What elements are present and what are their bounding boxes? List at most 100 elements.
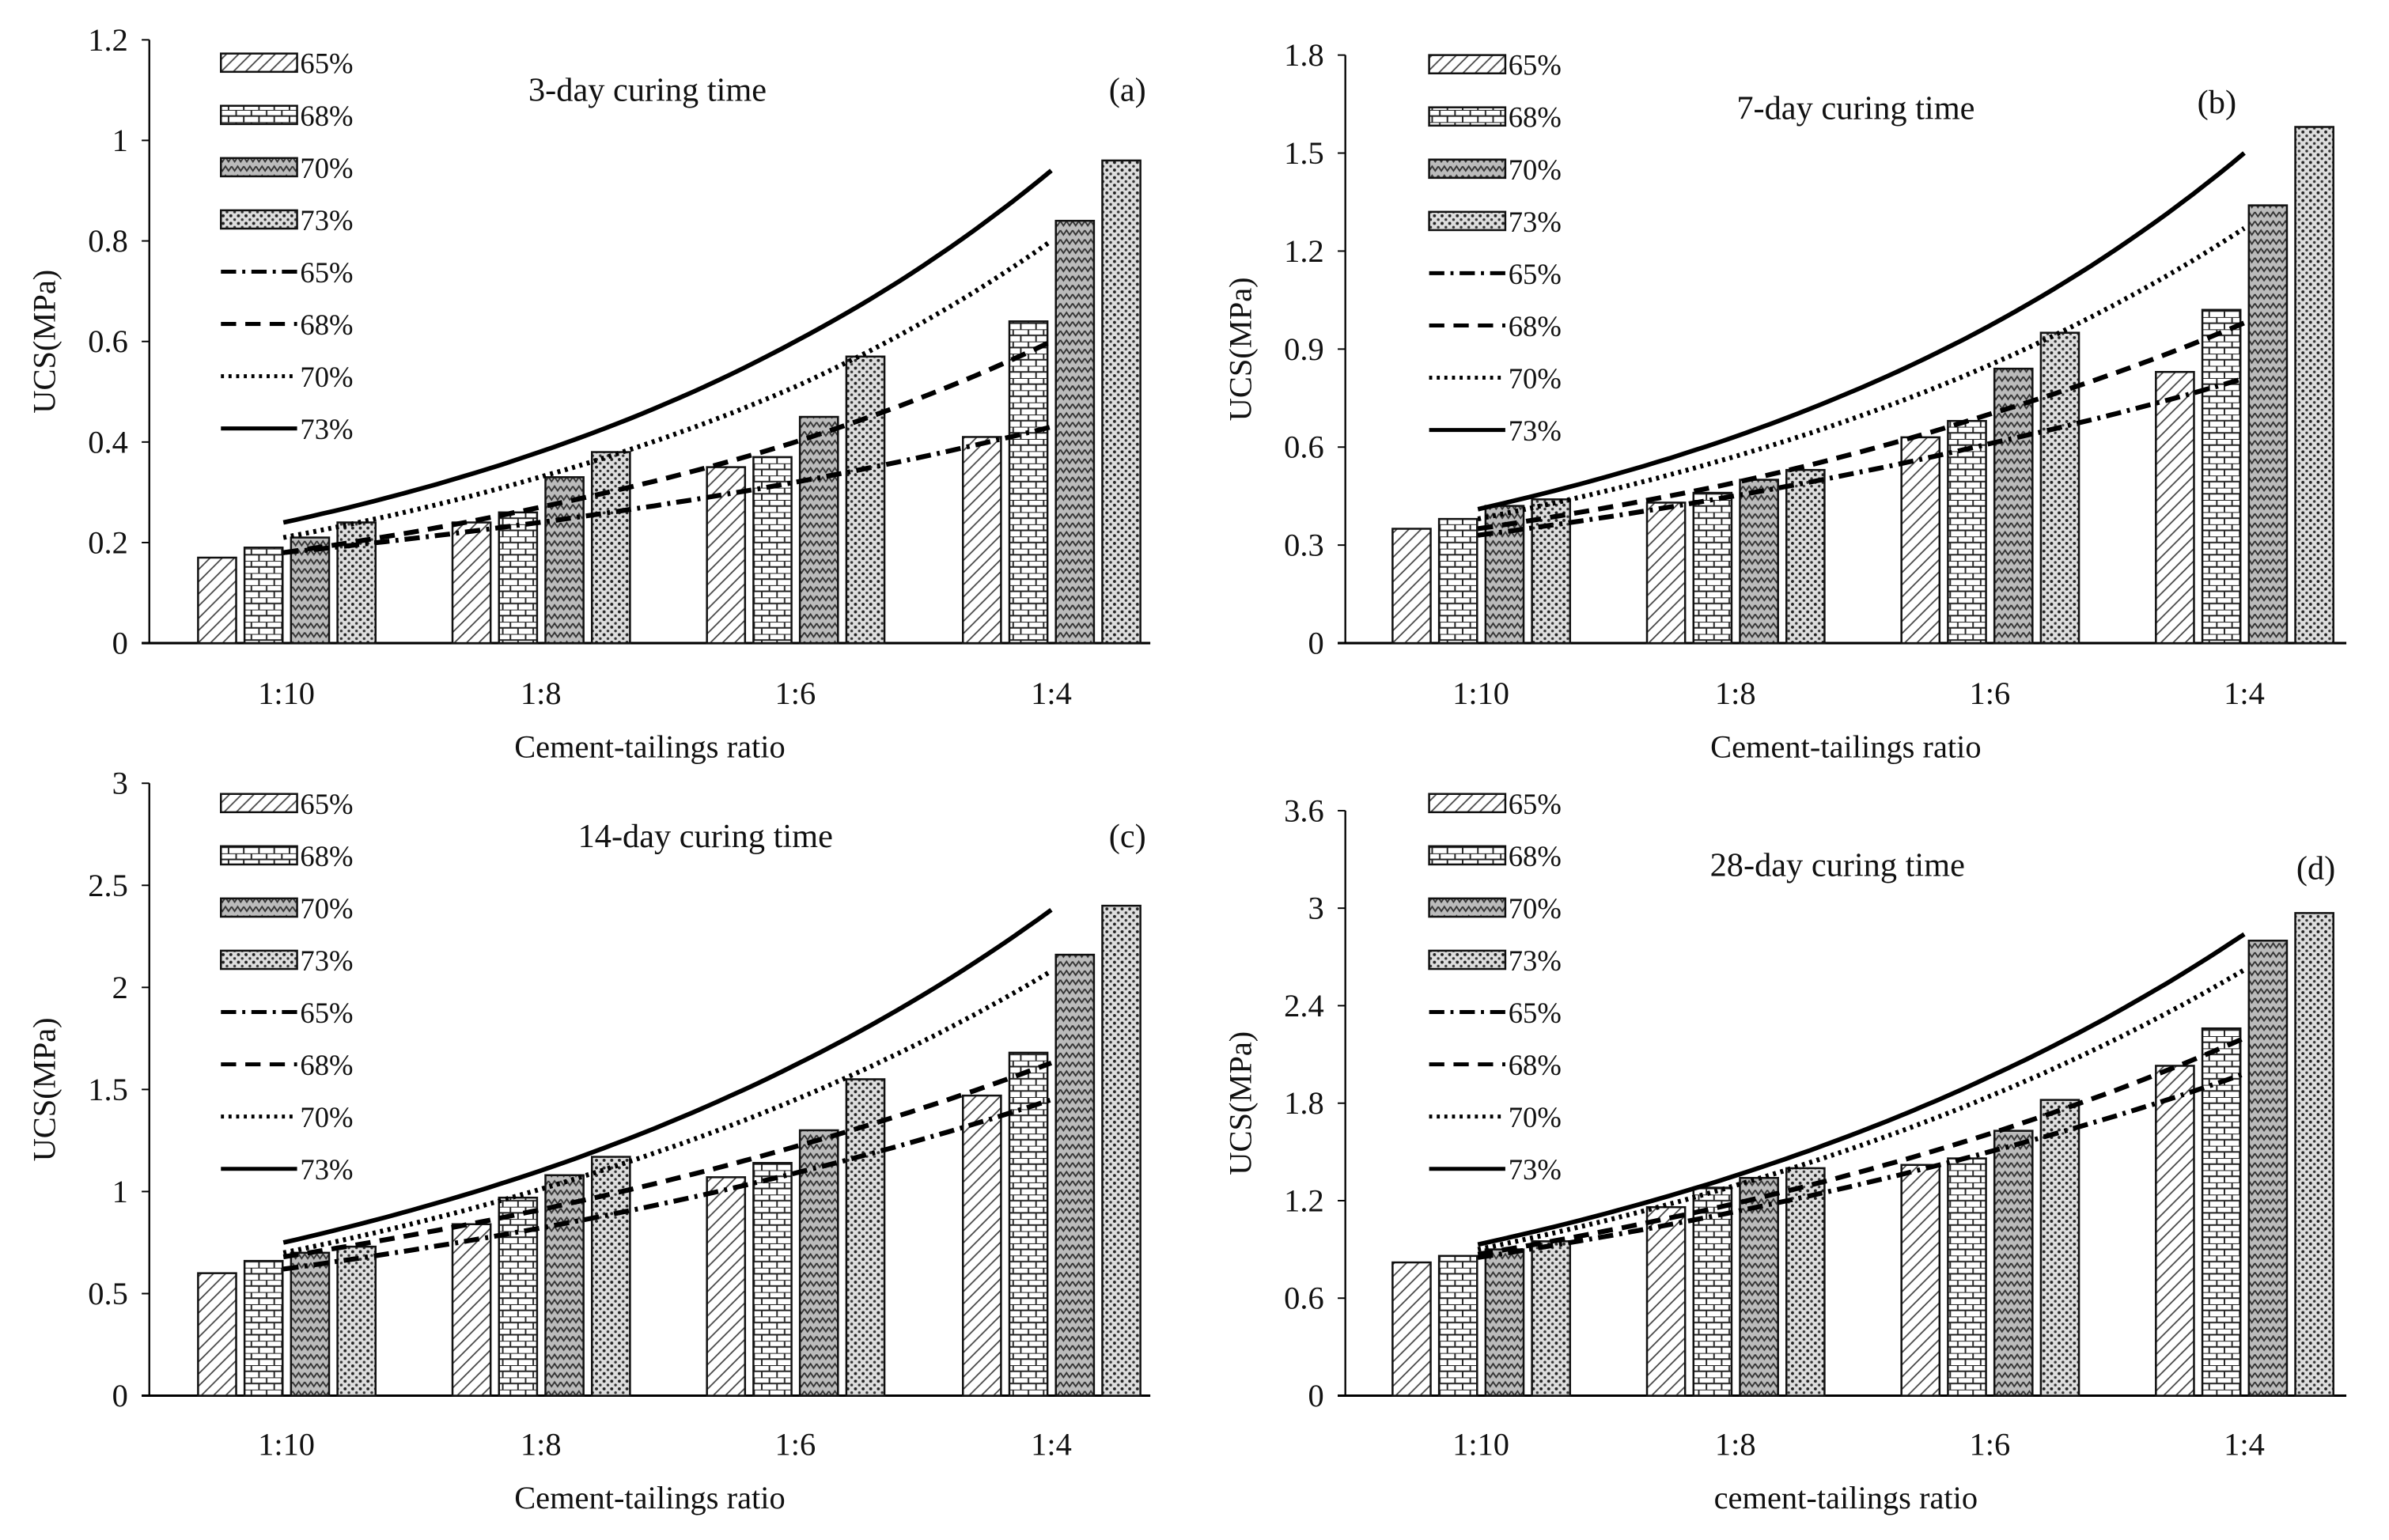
chart-title: 3-day curing time — [528, 71, 767, 108]
legend-label: 70% — [300, 152, 353, 184]
bar-68pct-1-10 — [243, 1259, 284, 1397]
bar-70pct-1-10 — [290, 1251, 331, 1397]
legend-item-line-68pct: 68% — [221, 308, 353, 341]
bar-70pct-1-8 — [544, 476, 585, 645]
y-tick-label: 0.6 — [88, 324, 128, 359]
bar-68pct-1-8 — [498, 511, 539, 645]
chart-panel-c: 0 0.5 1 1.5 2 2.5 3 1:10 1:8 1:6 1:4 Cement-tailing… — [26, 766, 1151, 1515]
legend-label: 73% — [300, 1153, 353, 1186]
bar-70pct-1-10 — [1484, 1248, 1525, 1397]
bar-70pct-1-4 — [1054, 219, 1096, 645]
trend-line-70pct — [1477, 967, 2246, 1252]
bar-73pct-1-10 — [1531, 1240, 1572, 1397]
trend-line-65pct — [282, 424, 1052, 555]
x-tick-label: 1:8 — [521, 1427, 562, 1462]
y-tick-label: 1.5 — [88, 1072, 128, 1107]
legend-label: 70% — [1509, 1101, 1562, 1133]
bar-73pct-1-8 — [591, 451, 631, 645]
y-tick-label: 0.5 — [88, 1276, 128, 1311]
bar-73pct-1-4 — [1101, 904, 1141, 1397]
legend-swatch — [220, 845, 298, 866]
bar-68pct-1-4 — [1008, 1051, 1049, 1397]
legend-item-bar-73pct: 73% — [1428, 206, 1562, 238]
y-tick-label: 2.4 — [1284, 988, 1324, 1024]
bar-73pct-1-6 — [845, 1078, 886, 1397]
y-axis-title: UCS(MPa) — [1222, 1031, 1258, 1175]
chart-panel-b: 0 0.3 0.6 0.9 1.2 1.5 1.8 1:10 1:8 1:6 1:4 Cement-t… — [1222, 37, 2347, 765]
legend-swatch — [220, 897, 298, 918]
bar-65pct-1-6 — [706, 1176, 747, 1397]
legend-label: 70% — [300, 361, 353, 393]
legend-label: 65% — [300, 788, 353, 820]
legend-item-line-70pct: 70% — [1429, 362, 1562, 395]
legend-swatch — [220, 793, 298, 814]
legend-item-bar-73pct: 73% — [220, 944, 353, 977]
bar-65pct-1-8 — [1645, 501, 1687, 645]
legend-label: 70% — [1509, 153, 1562, 186]
legend-item-line-73pct: 73% — [1429, 414, 1562, 447]
legend-label: 70% — [1509, 892, 1562, 925]
legend-item-bar-65pct: 65% — [220, 788, 353, 820]
legend-item-line-70pct: 70% — [221, 361, 353, 393]
y-tick-label: 1.8 — [1284, 1085, 1324, 1121]
bar-68pct-1-6 — [1947, 419, 1987, 645]
bar-65pct-1-6 — [1900, 436, 1941, 645]
bar-65pct-1-4 — [961, 1094, 1002, 1397]
legend-label: 70% — [1509, 362, 1562, 395]
bar-73pct-1-4 — [2294, 126, 2334, 645]
panel-label: (c) — [1109, 818, 1146, 855]
bar-65pct-1-10 — [1391, 1261, 1432, 1397]
bar-65pct-1-4 — [961, 436, 1002, 645]
legend-swatch — [220, 104, 298, 126]
chart-panel-a: 0 0.2 0.4 0.6 0.8 1 1.2 1:10 1:8 1:6 1:4 Cement-tai… — [26, 22, 1151, 765]
legend-item-line-70pct: 70% — [1429, 1101, 1562, 1133]
y-tick-label: 0 — [1308, 1378, 1323, 1413]
legend-label: 68% — [300, 308, 353, 341]
legend-item-line-68pct: 68% — [1429, 1049, 1562, 1081]
legend-label: 65% — [1509, 997, 1562, 1029]
legend-item-bar-73pct: 73% — [1428, 944, 1562, 977]
legend-item-bar-73pct: 73% — [220, 204, 353, 236]
bar-70pct-1-8 — [1739, 479, 1779, 645]
legend-label: 70% — [300, 1101, 353, 1133]
legend-item-bar-65pct: 65% — [1428, 49, 1562, 81]
y-tick-label: 3.6 — [1284, 793, 1324, 828]
legend-label: 73% — [1509, 1153, 1562, 1186]
trend-line-68pct — [1477, 320, 2246, 532]
legend-swatch — [1428, 158, 1507, 180]
bar-68pct-1-6 — [1947, 1157, 1987, 1397]
legend-swatch — [220, 949, 298, 971]
y-tick-label: 0.9 — [1284, 331, 1324, 367]
bar-73pct-1-10 — [336, 1245, 377, 1397]
chart-panel-d: 0 0.6 1.2 1.8 2.4 3 3.6 1:10 1:8 1:6 1:4 cement-tai… — [1222, 788, 2347, 1515]
bar-70pct-1-10 — [290, 536, 331, 645]
bar-65pct-1-6 — [1900, 1164, 1941, 1397]
x-axis-title: Cement-tailings ratio — [514, 1480, 786, 1515]
x-tick-label: 1:4 — [1031, 1427, 1072, 1462]
legend-label: 65% — [300, 997, 353, 1029]
legend-label: 65% — [1509, 49, 1562, 81]
bar-65pct-1-10 — [1391, 528, 1432, 645]
legend-label: 70% — [300, 892, 353, 925]
legend: 65% 68% 70% 73% 65% 68% 70% 73% — [220, 47, 353, 445]
x-tick-label: 1:10 — [258, 1427, 315, 1462]
bar-65pct-1-10 — [197, 1272, 237, 1397]
bar-65pct-1-8 — [451, 521, 492, 645]
legend-label: 73% — [300, 413, 353, 445]
x-tick-label: 1:6 — [775, 675, 816, 711]
legend-swatch — [1428, 210, 1507, 232]
legend-label: 73% — [1509, 414, 1562, 447]
bar-70pct-1-8 — [544, 1174, 585, 1397]
legend: 65% 68% 70% 73% 65% 68% 70% 73% — [220, 788, 353, 1186]
trend-line-65pct — [1477, 1071, 2246, 1260]
bar-68pct-1-8 — [1692, 491, 1733, 645]
y-tick-label: 0.8 — [88, 223, 128, 259]
bar-68pct-1-4 — [2201, 308, 2242, 645]
bar-73pct-1-6 — [2039, 331, 2080, 645]
bar-68pct-1-4 — [2201, 1027, 2242, 1397]
y-tick-label: 2.5 — [88, 868, 128, 903]
trend-line-73pct — [1477, 151, 2246, 512]
legend-item-bar-70pct: 70% — [1428, 892, 1562, 925]
legend-item-bar-68pct: 68% — [220, 100, 353, 132]
